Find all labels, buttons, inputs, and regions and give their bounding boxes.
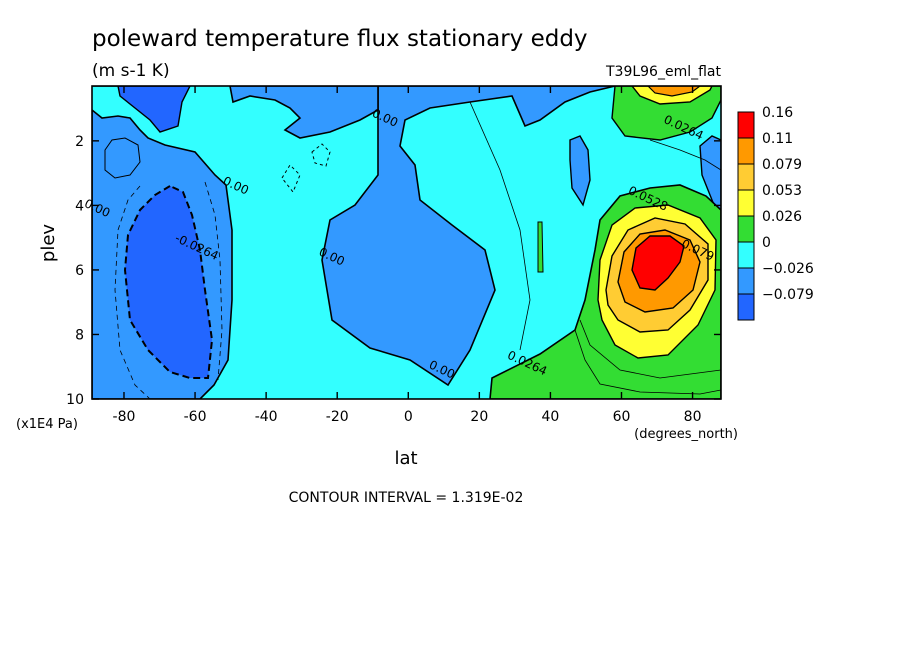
colorbar-swatch bbox=[737, 267, 755, 295]
colorbar-label: 0.11 bbox=[762, 131, 793, 147]
fill-deep-pole bbox=[92, 86, 191, 133]
colorbar-swatch bbox=[737, 163, 755, 191]
y-tick-label: 8 bbox=[75, 327, 84, 343]
fill-neg-upper-west bbox=[229, 86, 379, 139]
x-tick-label: 80 bbox=[684, 409, 702, 425]
fill-deep-trough bbox=[123, 184, 214, 379]
y-tick-label: 10 bbox=[66, 392, 84, 408]
fill-neg-central bbox=[321, 86, 616, 387]
colorbar-label: 0.053 bbox=[762, 183, 802, 199]
chart-title: poleward temperature flux stationary edd… bbox=[92, 26, 588, 52]
contour-interval: CONTOUR INTERVAL = 1.319E-02 bbox=[289, 490, 524, 506]
plot-frame bbox=[91, 85, 722, 400]
colorbar-swatch bbox=[737, 293, 755, 321]
y-tick-label: 4 bbox=[75, 198, 84, 214]
fill-pos-upper-orange bbox=[647, 86, 701, 97]
x-axis-title: lat bbox=[394, 448, 417, 469]
thin-contour-b bbox=[574, 329, 721, 395]
small-contour-4 bbox=[537, 221, 544, 273]
x-tick-label: 60 bbox=[613, 409, 631, 425]
y-tick-label: 2 bbox=[75, 134, 84, 150]
contour-fill bbox=[92, 86, 721, 399]
small-contour-1 bbox=[104, 137, 141, 179]
fill-neg-east bbox=[569, 135, 591, 207]
thin-contour-f bbox=[649, 139, 721, 171]
x-tick-label: -80 bbox=[113, 409, 136, 425]
small-contour-3 bbox=[311, 143, 331, 167]
thin-contour-d bbox=[114, 185, 151, 399]
colorbar-swatch bbox=[737, 189, 755, 217]
dataset-label: T39L96_eml_flat bbox=[605, 64, 722, 80]
x-units-label: (degrees_north) bbox=[634, 427, 738, 442]
colorbar-label: 0.026 bbox=[762, 209, 802, 225]
colorbar-swatch bbox=[737, 241, 755, 269]
units-label: (m s-1 K) bbox=[92, 61, 170, 81]
fill-pos-red bbox=[631, 235, 685, 291]
colorbar: 0.16 0.11 0.079 0.053 0.026 0 −0.026 −0.079 bbox=[737, 105, 814, 321]
thin-contour-a bbox=[469, 101, 531, 351]
x-axis: -80 -60 -40 -20 0 20 40 60 80 bbox=[113, 86, 702, 425]
colorbar-label: −0.079 bbox=[762, 287, 814, 303]
colorbar-swatch bbox=[737, 215, 755, 243]
x-tick-label: 0 bbox=[404, 409, 413, 425]
colorbar-swatch bbox=[737, 111, 755, 139]
fill-neg-north bbox=[699, 135, 721, 221]
thin-contour-c bbox=[579, 319, 721, 379]
y-axis: 2 4 6 8 10 bbox=[66, 134, 721, 408]
y-units-label: (x1E4 Pa) bbox=[16, 417, 78, 432]
x-tick-label: -20 bbox=[326, 409, 349, 425]
colorbar-label: 0 bbox=[762, 235, 771, 251]
x-tick-label: 40 bbox=[542, 409, 560, 425]
colorbar-label: −0.026 bbox=[762, 261, 814, 277]
colorbar-label: 0.16 bbox=[762, 105, 793, 121]
x-tick-label: -40 bbox=[255, 409, 278, 425]
y-axis-title: plev bbox=[38, 224, 59, 263]
colorbar-swatch bbox=[737, 137, 755, 165]
colorbar-label: 0.079 bbox=[762, 157, 802, 173]
y-tick-label: 6 bbox=[75, 263, 84, 279]
x-tick-label: 20 bbox=[470, 409, 488, 425]
thin-contour-e bbox=[204, 181, 223, 381]
x-tick-label: -60 bbox=[184, 409, 207, 425]
